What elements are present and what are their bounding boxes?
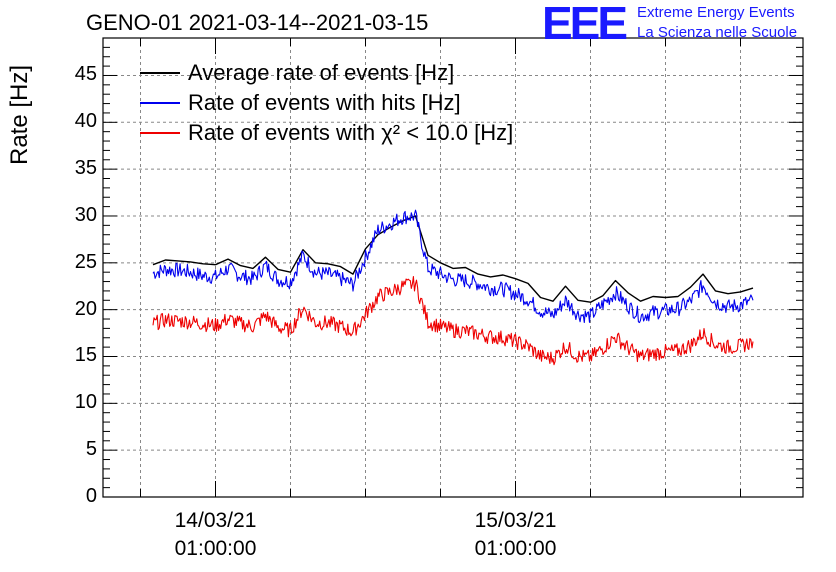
- series-line-0: [152, 215, 754, 303]
- x-tick-date: 15/03/21: [474, 509, 557, 532]
- brand-text: Extreme Energy Events La Scienza nelle S…: [637, 3, 797, 43]
- x-tick-date: 14/03/21: [174, 509, 257, 532]
- series-line-2: [152, 276, 754, 366]
- y-tick-label: 45: [74, 63, 97, 86]
- y-tick-label: 5: [85, 438, 97, 461]
- legend-label-hits: Rate of events with hits [Hz]: [188, 90, 461, 115]
- legend-item-average: Average rate of events [Hz]: [140, 58, 513, 88]
- y-tick-label: 25: [74, 250, 97, 273]
- brand-line-2: La Scienza nelle Scuole: [637, 24, 798, 41]
- series-lines: [152, 209, 754, 366]
- x-tick-time: 01:00:00: [474, 537, 557, 560]
- x-tick-label: 15/03/21 01:00:00: [446, 507, 586, 563]
- axis-ticks: [103, 37, 803, 498]
- y-tick-label: 0: [85, 485, 97, 507]
- plot-frame: [102, 37, 804, 498]
- y-tick-label: 20: [74, 297, 97, 320]
- legend-item-hits: Rate of events with hits [Hz]: [140, 88, 513, 118]
- legend-item-chi2: Rate of events with χ² < 10.0 [Hz]: [140, 118, 513, 148]
- y-tick-label: 40: [74, 110, 97, 133]
- y-tick-label: 15: [74, 344, 97, 367]
- chart-title: GENO-01 2021-03-14--2021-03-15: [86, 10, 429, 35]
- y-tick-label: 10: [74, 391, 97, 414]
- legend-swatch-average: [140, 72, 180, 74]
- eee-logo: EEE: [542, 0, 628, 49]
- x-tick-time: 01:00:00: [174, 537, 257, 560]
- y-axis-label: Rate [Hz]: [6, 64, 33, 165]
- legend-swatch-chi2: [140, 132, 180, 134]
- legend-label-average: Average rate of events [Hz]: [188, 60, 455, 85]
- y-tick-label: 30: [74, 203, 97, 226]
- legend-swatch-hits: [140, 102, 180, 104]
- y-tick-label: 35: [74, 157, 97, 180]
- series-line-1: [152, 209, 754, 324]
- legend-label-chi2: Rate of events with χ² < 10.0 [Hz]: [188, 120, 514, 145]
- x-tick-label: 14/03/21 01:00:00: [146, 507, 286, 563]
- brand-line-1: Extreme Energy Events: [637, 4, 795, 21]
- legend: Average rate of events [Hz] Rate of even…: [140, 58, 513, 148]
